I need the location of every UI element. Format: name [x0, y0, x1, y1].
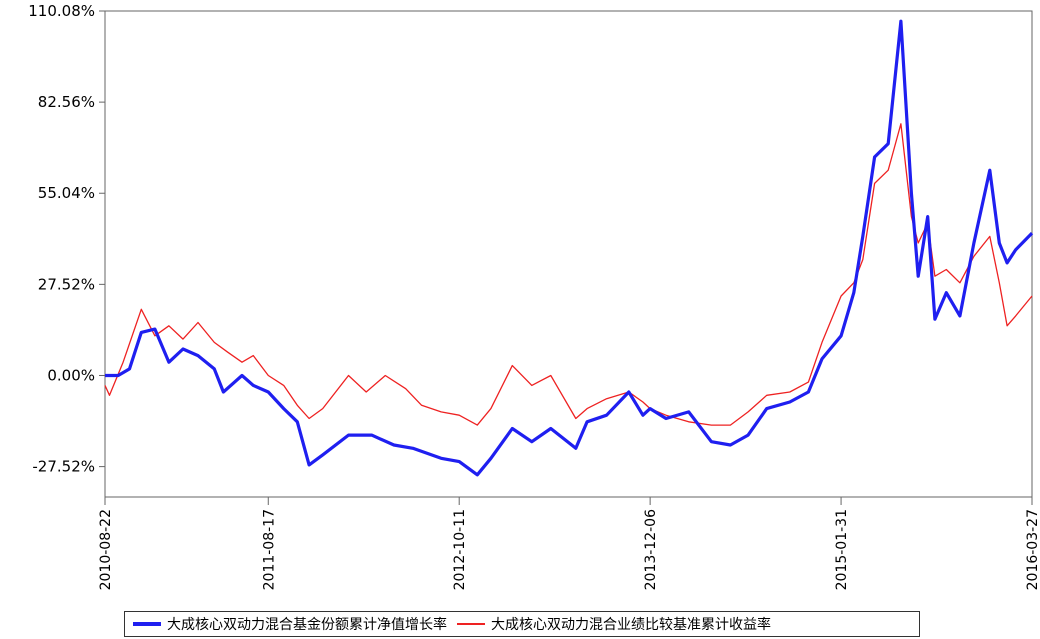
y-tick-label: 55.04% [38, 184, 95, 202]
y-axis: 110.08% 82.56% 55.04% 27.52% 0.00% -27.52% [28, 2, 105, 476]
y-tick-label: 82.56% [38, 93, 95, 111]
y-tick-label: 0.00% [47, 366, 95, 384]
series-line-nav-growth [105, 19, 1034, 477]
series-line-benchmark [104, 123, 1033, 426]
x-tick-label: 2013-12-06 [643, 509, 659, 590]
y-tick-label: 27.52% [38, 275, 95, 293]
legend: 大成核心双动力混合基金份额累计净值增长率 大成核心双动力混合业绩比较基准累计收益… [124, 611, 920, 637]
y-tick-label: -27.52% [32, 458, 95, 476]
legend-swatch-red [457, 623, 485, 625]
plot-area [104, 10, 1033, 498]
x-tick-label: 2010-08-22 [98, 509, 114, 590]
series-layer [104, 19, 1034, 477]
legend-label-nav-growth: 大成核心双动力混合基金份额累计净值增长率 [167, 617, 447, 633]
x-axis: 2010-08-22 2011-08-17 2012-10-11 2013-12-06… [98, 497, 1040, 590]
legend-item-benchmark: 大成核心双动力混合业绩比较基准累计收益率 [457, 614, 771, 634]
y-tick-label: 110.08% [28, 2, 95, 20]
legend-item-nav-growth: 大成核心双动力混合基金份额累计净值增长率 [133, 614, 447, 634]
x-tick-label: 2011-08-17 [261, 509, 277, 590]
legend-label-benchmark: 大成核心双动力混合业绩比较基准累计收益率 [491, 617, 771, 633]
x-tick-label: 2015-01-31 [834, 509, 850, 590]
line-chart: 110.08% 82.56% 55.04% 27.52% 0.00% -27.52% 20… [28, 2, 1040, 590]
x-tick-label: 2012-10-11 [452, 509, 468, 590]
legend-swatch-blue [133, 622, 161, 626]
x-tick-label: 2016-03-27 [1025, 509, 1040, 590]
